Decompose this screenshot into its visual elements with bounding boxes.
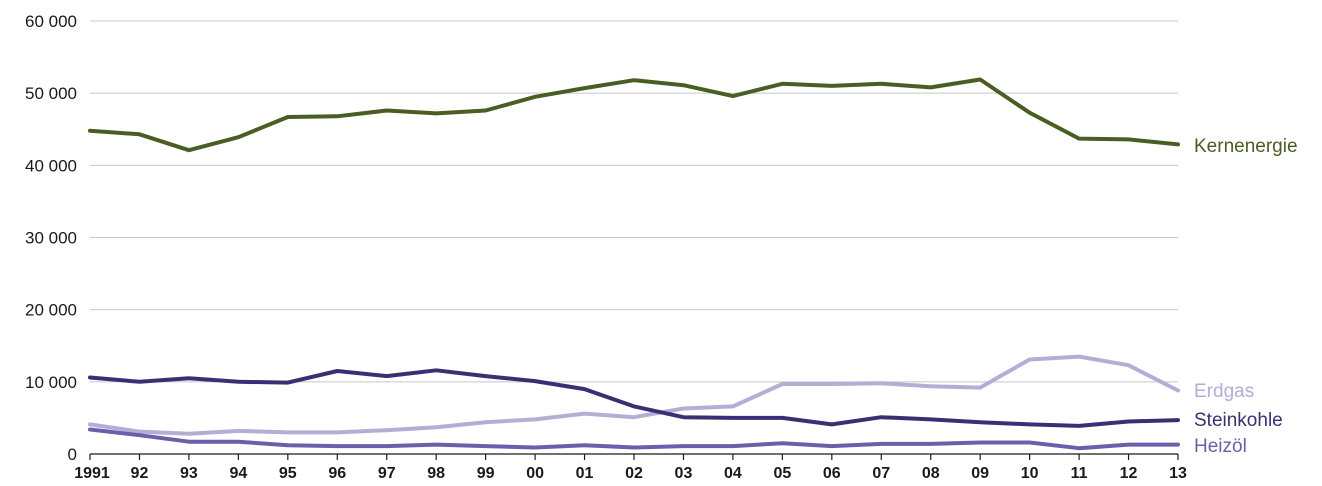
x-tick-label: 08 xyxy=(922,465,940,482)
series-lines xyxy=(88,77,1180,451)
x-tick-label: 00 xyxy=(526,465,544,482)
series-line-kernenergie xyxy=(88,77,1180,153)
x-tick-label: 10 xyxy=(1021,465,1039,482)
x-tick-label: 12 xyxy=(1120,465,1138,482)
x-tick-label: 95 xyxy=(279,465,297,482)
x-tick-label: 99 xyxy=(477,465,495,482)
y-tick-label: 20 000 xyxy=(25,301,77,320)
gridlines xyxy=(90,20,1178,455)
y-tick-label: 50 000 xyxy=(25,84,77,103)
series-line-steinkohle xyxy=(88,368,1180,428)
x-tick-label: 02 xyxy=(625,465,643,482)
x-axis-ticks: 1991 92 93 94 95 96 97 98 99 00 01 02 03 04 05 06 07 08 09… xyxy=(74,454,1187,482)
y-tick-label: 60 000 xyxy=(25,12,77,31)
series-label-steinkohle: Steinkohle xyxy=(1194,410,1283,431)
y-tick-label: 10 000 xyxy=(25,373,77,392)
x-tick-label: 09 xyxy=(971,465,989,482)
y-tick-label: 0 xyxy=(68,445,77,464)
x-tick-label: 05 xyxy=(773,465,791,482)
series-labels: Kernenergie Erdgas Steinkohle Heizöl xyxy=(1194,136,1298,457)
series-label-heizöl: Heizöl xyxy=(1194,436,1247,457)
series-label-kernenergie: Kernenergie xyxy=(1194,136,1298,157)
y-tick-label: 30 000 xyxy=(25,229,77,248)
x-tick-label: 96 xyxy=(328,465,346,482)
x-tick-label: 03 xyxy=(675,465,693,482)
x-tick-label: 98 xyxy=(427,465,445,482)
x-tick-label: 13 xyxy=(1169,465,1187,482)
x-tick-label: 97 xyxy=(378,465,396,482)
x-tick-label: 93 xyxy=(180,465,198,482)
x-tick-label: 01 xyxy=(576,465,594,482)
x-tick-label: 04 xyxy=(724,465,742,482)
y-axis-ticks: 0 10 000 20 000 30 000 40 000 50 000 60 000 xyxy=(25,12,77,464)
y-tick-label: 40 000 xyxy=(25,156,77,175)
x-tick-label: 11 xyxy=(1071,465,1088,482)
x-tick-label: 06 xyxy=(823,465,841,482)
x-tick-label: 1991 xyxy=(74,465,110,482)
x-tick-label: 92 xyxy=(131,465,149,482)
series-line-erdgas xyxy=(88,354,1180,436)
x-tick-label: 94 xyxy=(229,465,247,482)
x-tick-label: 07 xyxy=(872,465,890,482)
series-line-heizöl xyxy=(88,427,1180,451)
series-label-erdgas: Erdgas xyxy=(1194,381,1254,402)
